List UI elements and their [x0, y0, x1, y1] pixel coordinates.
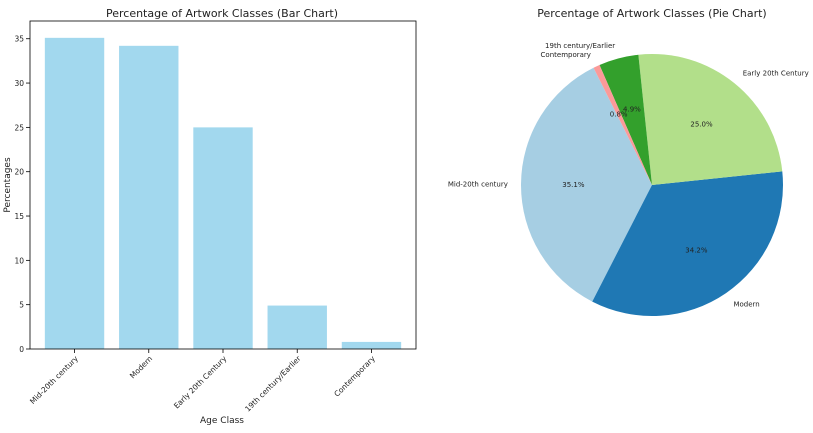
pie-labels: 35.1% Mid-20th century 34.2% Modern 25.0% Ear…: [448, 42, 809, 308]
bar-plot-frame: [29, 20, 417, 350]
bar-x-ticks: Mid-20th century Modern Early 20th Century…: [28, 349, 377, 414]
bar-x-tick-label: Early 20th Century: [172, 354, 229, 411]
bar-x-tick-label: Modern: [128, 354, 154, 380]
bar-x-tick-label: Contemporary: [332, 354, 377, 399]
bar-y-tick-label: 10: [14, 256, 24, 265]
bar-chart: Percentage of Artwork Classes (Bar Chart…: [3, 7, 417, 426]
bar-y-ticks: 0 5 10 15 20 25 30 35: [14, 35, 30, 354]
bar: [193, 127, 253, 349]
pie-percent-label: 0.8%: [610, 110, 628, 118]
pie-slice: [521, 67, 652, 302]
bar: [267, 305, 327, 349]
pie-chart-title: Percentage of Artwork Classes (Pie Chart…: [537, 7, 766, 20]
bar-y-tick-label: 15: [14, 212, 24, 221]
pie-slice: [599, 54, 652, 185]
pie-category-label: 19th century/Earlier: [545, 42, 615, 50]
pie-percent-label: 4.9%: [623, 106, 641, 114]
pie-category-label: Contemporary: [541, 51, 591, 59]
bar-y-axis-label: Percentages: [3, 157, 13, 213]
pie-category-label: Mid-20th century: [448, 181, 508, 189]
pie-percent-label: 34.2%: [685, 246, 708, 254]
bar-y-tick-label: 20: [14, 168, 24, 177]
pie-percent-label: 35.1%: [562, 181, 585, 189]
bar: [44, 37, 105, 350]
bar-series: [44, 37, 402, 350]
pie-percent-label: 25.0%: [690, 120, 713, 128]
pie-slice: [638, 53, 783, 186]
bar-chart-title: Percentage of Artwork Classes (Bar Chart…: [106, 7, 338, 20]
pie-chart: Percentage of Artwork Classes (Pie Chart…: [448, 7, 809, 317]
pie-category-label: Early 20th Century: [743, 70, 809, 78]
bar-y-tick-label: 30: [14, 79, 24, 88]
pie-slice: [593, 64, 652, 185]
pie-slices: [521, 53, 784, 317]
bar-y-tick-label: 5: [19, 301, 24, 310]
bar-x-tick-label: Mid-20th century: [28, 354, 80, 406]
bar-y-tick-label: 25: [14, 123, 24, 132]
bar-y-tick-label: 35: [14, 35, 24, 44]
bar-x-axis-label: Age Class: [200, 416, 244, 426]
pie-category-label: Modern: [733, 300, 759, 308]
pie-slice: [592, 171, 784, 317]
bar: [341, 341, 402, 349]
bar-x-tick-label: 19th century/Earlier: [243, 353, 303, 413]
bar-y-tick-label: 0: [19, 345, 24, 354]
bar: [119, 45, 179, 349]
